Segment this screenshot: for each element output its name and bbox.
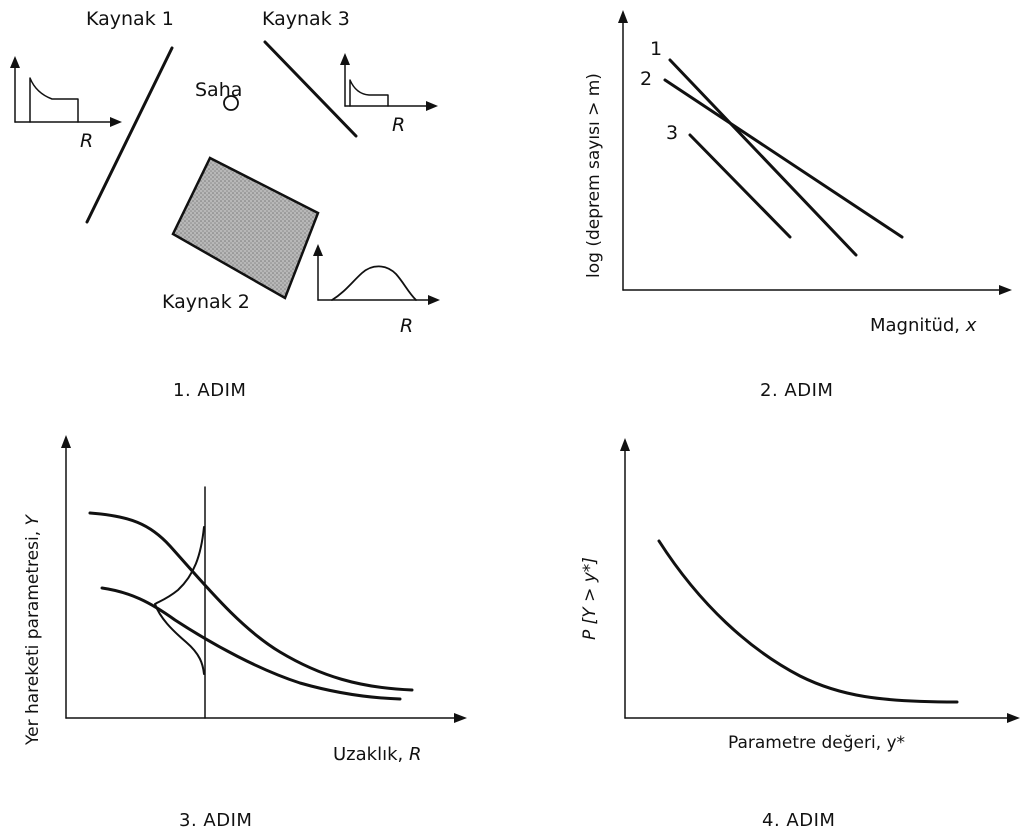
recurrence-line-1: [668, 58, 858, 257]
step4-axes: [620, 438, 1020, 723]
step3-x-axis-text: Uzaklık,: [333, 744, 409, 765]
source3-r-label: R: [392, 114, 406, 136]
source1-r-label: R: [80, 130, 94, 152]
step3-x-axis-var: R: [408, 744, 422, 765]
step2-y-axis-label: log (deprem sayısı > m): [584, 73, 604, 278]
source1-distance-pdf: [10, 56, 122, 127]
attenuation-upper-curve: [88, 511, 414, 692]
source2-distance-pdf: [313, 244, 440, 305]
step3-x-axis-label: Uzaklık, R: [333, 746, 421, 764]
step2-axes: [618, 10, 1012, 295]
step3-caption: 3. ADIM: [179, 810, 253, 831]
source3-fault-line: [263, 40, 358, 138]
recurrence-line-2: [663, 78, 904, 239]
step4-caption: 4. ADIM: [762, 810, 836, 831]
step2-x-axis-label: Magnitüd, x: [870, 317, 976, 335]
source1-label: Kaynak 1: [86, 8, 174, 30]
line2-label: 2: [640, 68, 653, 90]
source3-distance-pdf: [340, 53, 438, 111]
step2-caption: 2. ADIM: [760, 380, 834, 401]
recurrence-line-3: [688, 133, 792, 239]
attenuation-lower-curve: [100, 586, 402, 701]
line3-label: 3: [666, 122, 679, 144]
source2-r-label: R: [400, 315, 414, 337]
source1-fault-line: [85, 46, 174, 224]
step3-y-axis-text: Yer hareketi parametresi,: [23, 525, 43, 745]
source2-area-polygon: [171, 156, 320, 300]
step1-caption: 1. ADIM: [173, 380, 247, 401]
site-circle: [223, 95, 239, 111]
step3-y-axis-label: Yer hareketi parametresi, Y: [23, 515, 43, 745]
source2-label: Kaynak 2: [162, 291, 250, 313]
source3-label: Kaynak 3: [262, 8, 350, 30]
ground-motion-distribution-curve: [154, 526, 205, 675]
hazard-curve: [657, 539, 959, 704]
step3-axes: [61, 435, 467, 723]
step4-x-axis-label: Parametre değeri, y*: [728, 733, 906, 753]
line1-label: 1: [650, 38, 663, 60]
step2-x-axis-var: x: [965, 315, 977, 336]
site-label: Saha: [195, 79, 243, 101]
step2-x-axis-text: Magnitüd,: [870, 315, 966, 336]
step4-y-axis-label: P [Y > y*]: [580, 557, 600, 640]
step3-y-axis-var: Y: [23, 515, 43, 526]
